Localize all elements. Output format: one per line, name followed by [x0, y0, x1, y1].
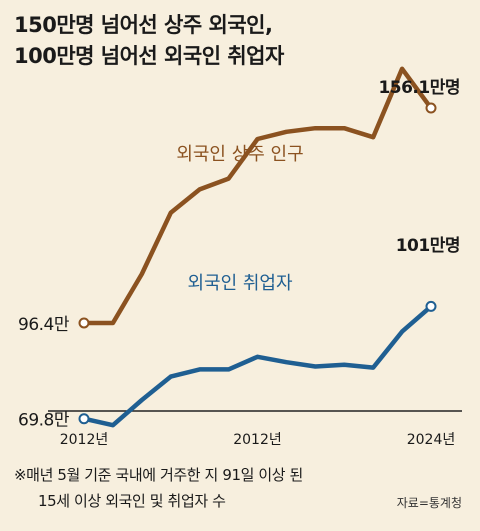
- data-point-marker: [78, 413, 90, 425]
- x-tick-label: 2024년: [407, 432, 456, 448]
- chart-title: 150만명 넘어선 상주 외국인, 100만명 넘어선 외국인 취업자: [14, 10, 466, 72]
- data-point-marker: [425, 300, 437, 312]
- footnote: ※매년 5월 기준 국내에 거주한 지 91일 이상 된 15세 이상 외국인 …: [14, 462, 466, 514]
- start-value-label: 69.8만: [18, 411, 70, 431]
- start-value-label: 96.4만: [18, 315, 70, 335]
- source-credit: 자료=통계청: [396, 496, 462, 510]
- chart-title-line-2: 100만명 넘어선 외국인 취업자: [14, 44, 284, 68]
- series-label: 외국인 상주 인구: [176, 144, 303, 165]
- x-tick-label: 2012년: [60, 432, 109, 448]
- series-line: [81, 66, 434, 326]
- data-point-marker: [78, 317, 90, 329]
- x-tick-label: 2012년: [233, 432, 282, 448]
- end-value-label: 101만명: [396, 236, 460, 256]
- footnote-line-1: ※매년 5월 기준 국내에 거주한 지 91일 이상 된: [14, 466, 303, 484]
- series-label: 외국인 취업자: [187, 273, 293, 294]
- data-point-marker: [425, 102, 437, 114]
- series-line: [81, 304, 434, 428]
- end-value-label: 156.1만명: [378, 78, 460, 98]
- footnote-line-2: 15세 이상 외국인 및 취업자 수: [38, 492, 226, 510]
- chart-title-line-1: 150만명 넘어선 상주 외국인,: [14, 13, 273, 37]
